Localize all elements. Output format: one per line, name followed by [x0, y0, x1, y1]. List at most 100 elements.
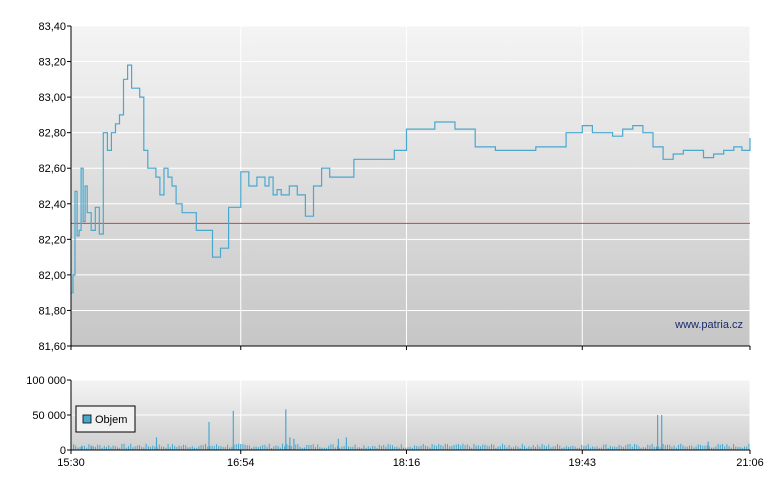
volume-bar [268, 443, 270, 450]
volume-bar [90, 445, 92, 450]
volume-bar [561, 447, 563, 450]
volume-bar [169, 447, 171, 450]
volume-bar [409, 446, 411, 450]
x-tick-label: 16:54 [227, 457, 255, 469]
volume-bar [436, 445, 437, 450]
price-y-tick-label: 83,20 [38, 57, 66, 69]
volume-bar [196, 447, 198, 450]
volume-bar [312, 444, 314, 450]
volume-bar [477, 445, 479, 450]
volume-bar [125, 447, 127, 450]
volume-bar [620, 445, 622, 450]
volume-bar [458, 444, 459, 450]
volume-bar [480, 446, 481, 450]
volume-bar [453, 444, 455, 450]
volume-bar [317, 444, 319, 450]
volume-bar [396, 446, 398, 450]
volume-bar [301, 447, 303, 450]
volume-bar [484, 444, 486, 450]
volume-bar [405, 447, 407, 450]
volume-bar [194, 447, 195, 450]
volume-bar [656, 446, 657, 450]
volume-bar [673, 445, 675, 450]
volume-bar [524, 445, 525, 450]
volume-bar [232, 410, 234, 450]
volume-bar [565, 445, 567, 450]
volume-bar [711, 447, 712, 450]
volume-bar [554, 446, 556, 450]
volume-bar [174, 446, 176, 450]
volume-bar [594, 447, 596, 450]
volume-bar [708, 446, 710, 450]
volume-bar [669, 444, 671, 450]
volume-bar [141, 446, 143, 450]
volume-bar [607, 447, 609, 450]
volume-bar [277, 446, 279, 450]
volume-bar [510, 447, 512, 450]
volume-bar [642, 447, 644, 450]
volume-bar [634, 443, 635, 450]
volume-bar [425, 445, 426, 450]
volume-bar [466, 444, 468, 450]
volume-bar [172, 444, 173, 450]
volume-bar [319, 447, 321, 450]
volume-bar [403, 447, 404, 450]
volume-bar [722, 444, 723, 450]
volume-bar [328, 445, 330, 450]
volume-bar [81, 446, 83, 450]
volume-bar [532, 445, 534, 450]
volume-bar [400, 444, 402, 450]
volume-bar [334, 447, 336, 450]
price-x-tick-marks [70, 346, 751, 350]
volume-bar [191, 446, 193, 450]
legend-swatch [82, 414, 92, 424]
volume-bar [653, 446, 655, 450]
volume-bar [475, 445, 477, 450]
volume-bar [266, 446, 268, 450]
volume-bar [106, 447, 107, 450]
volume-bar [746, 446, 748, 450]
volume-bar [455, 444, 457, 450]
volume-panel: 0 50 000 100 000 15:30 16:54 18:16 19:43 21:06… [26, 375, 764, 469]
volume-bar [638, 446, 640, 450]
volume-bar [442, 446, 444, 450]
volume-bar [158, 444, 160, 450]
volume-bar [684, 446, 686, 450]
volume-bar [645, 447, 646, 450]
volume-bar [618, 444, 620, 450]
volume-bar [285, 409, 287, 450]
volume-bar [697, 444, 699, 450]
volume-bar [315, 447, 316, 450]
volume-bars [73, 409, 750, 450]
volume-bar [289, 437, 291, 450]
volume-bar [189, 447, 191, 450]
volume-bar [260, 446, 261, 450]
volume-bar [631, 446, 633, 450]
volume-bar [143, 447, 145, 450]
volume-bar [585, 445, 587, 450]
volume-bar [427, 446, 429, 450]
volume-bar [493, 444, 495, 450]
volume-bar [741, 447, 743, 450]
volume-bar [539, 446, 541, 450]
volume-bar [117, 447, 118, 450]
volume-bar [361, 448, 363, 450]
volume-bar [282, 443, 283, 450]
volume-bar [97, 444, 99, 450]
volume-bar [198, 446, 200, 450]
volume-bar [499, 446, 501, 450]
volume-bar [519, 447, 521, 450]
volume-bar [543, 445, 545, 450]
volume-y-tick-labels: 0 50 000 100 000 [26, 375, 71, 457]
volume-bar [422, 444, 424, 450]
volume-bar [343, 445, 345, 450]
volume-bar [491, 444, 492, 450]
volume-bar [229, 447, 231, 450]
volume-y-tick-label: 100 000 [26, 375, 66, 387]
volume-bar [376, 448, 378, 450]
volume-bar [136, 445, 138, 450]
volume-bar [557, 444, 558, 450]
volume-bar [208, 422, 210, 450]
volume-bar [526, 447, 528, 450]
volume-bar [664, 445, 666, 450]
